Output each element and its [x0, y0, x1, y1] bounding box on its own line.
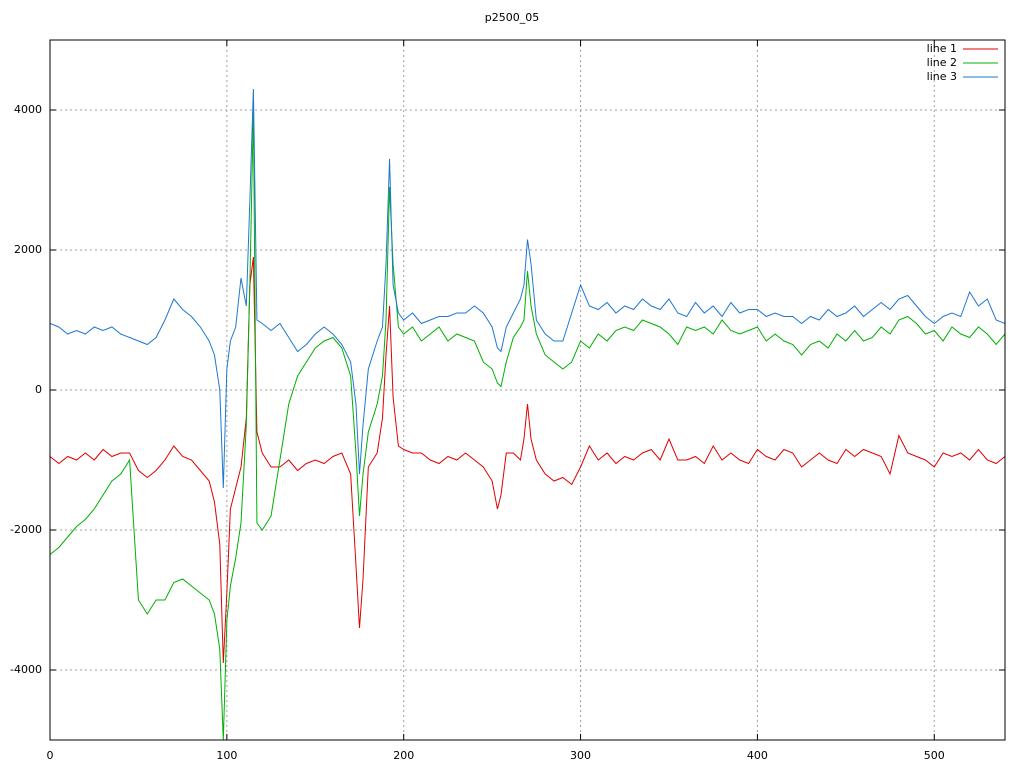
plot-area [50, 88, 1005, 740]
y-tick-label: 2000 [14, 243, 42, 256]
x-tick-label: 500 [924, 749, 945, 762]
data-line [50, 109, 1005, 740]
legend-label: line 1 [927, 42, 957, 55]
legend-label: line 2 [927, 56, 957, 69]
x-tick-label: 400 [747, 749, 768, 762]
y-tick-label: 0 [35, 383, 42, 396]
x-tick-label: 100 [216, 749, 237, 762]
y-tick-label: -4000 [10, 663, 42, 676]
plot-border [49, 39, 1006, 741]
chart-title: p2500_05 [485, 11, 539, 24]
x-tick-label: 300 [570, 749, 591, 762]
x-tick-label: 0 [47, 749, 54, 762]
x-tick-label: 200 [393, 749, 414, 762]
data-line [50, 256, 1005, 664]
legend-label: line 3 [927, 70, 957, 83]
y-tick-label: -2000 [10, 523, 42, 536]
data-line [50, 88, 1005, 489]
y-tick-label: 4000 [14, 103, 42, 116]
